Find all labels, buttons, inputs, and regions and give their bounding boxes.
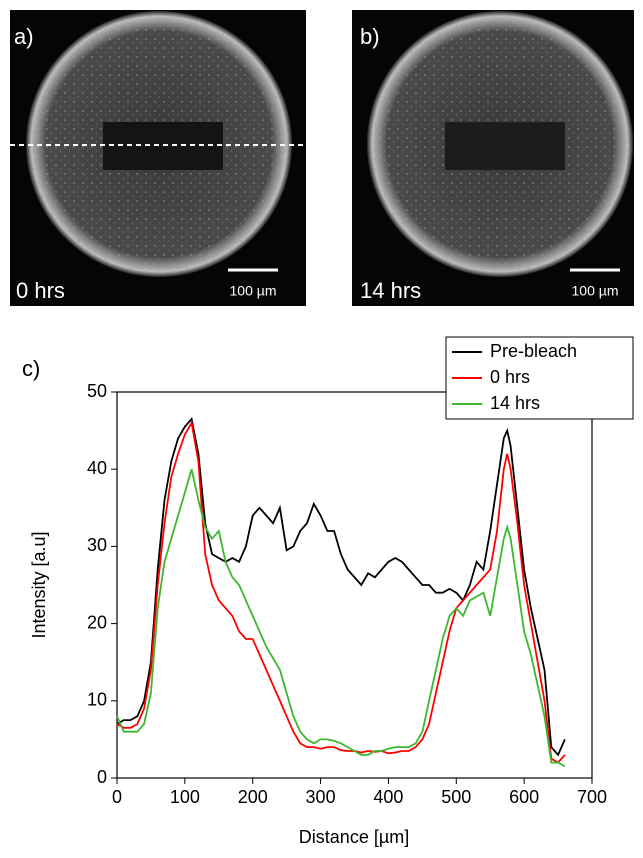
- time-label: 0 hrs: [16, 278, 65, 303]
- x-tick-label: 700: [577, 787, 607, 807]
- y-tick-label: 30: [87, 535, 107, 555]
- series-line: [116, 417, 566, 757]
- x-tick-label: 200: [238, 787, 268, 807]
- legend-label: 14 hrs: [490, 393, 540, 413]
- legend-label: Pre-bleach: [490, 341, 577, 361]
- time-label: 14 hrs: [360, 278, 421, 303]
- legend-label: 0 hrs: [490, 367, 530, 387]
- legend-box: [445, 336, 634, 420]
- scale-label: 100 µm: [572, 283, 619, 299]
- y-tick-label: 0: [97, 767, 107, 787]
- x-tick-label: 100: [170, 787, 200, 807]
- panel-b: b) 14 hrs 100 µm: [352, 10, 634, 306]
- x-tick-label: 500: [441, 787, 471, 807]
- panel-label: b): [360, 24, 380, 49]
- y-tick-label: 10: [87, 690, 107, 710]
- x-tick-label: 600: [509, 787, 539, 807]
- scale-label: 100 µm: [230, 283, 277, 299]
- y-tick-label: 50: [87, 381, 107, 401]
- y-axis-title: Intensity [a.u]: [29, 531, 49, 638]
- x-tick-label: 0: [112, 787, 122, 807]
- x-tick-label: 300: [306, 787, 336, 807]
- panel-a: a) 0 hrs 100 µm: [10, 10, 306, 306]
- x-tick-label: 400: [373, 787, 403, 807]
- series-line: [116, 468, 566, 768]
- series-line: [116, 420, 566, 764]
- y-tick-label: 40: [87, 458, 107, 478]
- plot-frame: [116, 391, 593, 779]
- panel-label: c): [22, 356, 40, 381]
- panel-label: a): [14, 24, 34, 49]
- x-axis-title: Distance [µm]: [299, 827, 409, 847]
- bleach-region: [445, 122, 565, 170]
- y-tick-label: 20: [87, 612, 107, 632]
